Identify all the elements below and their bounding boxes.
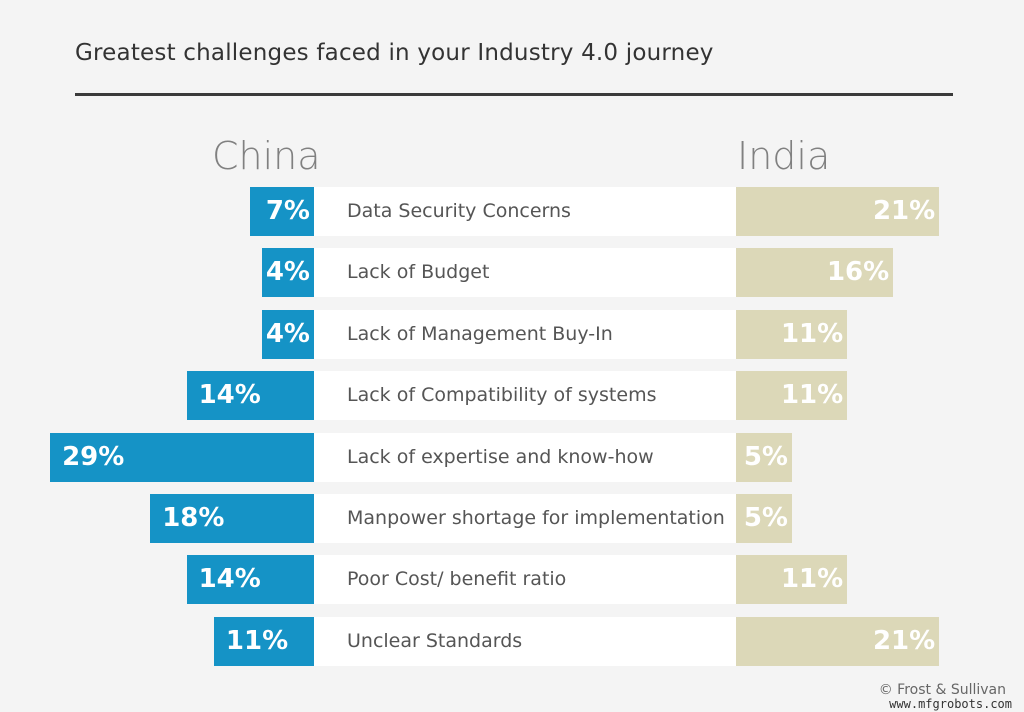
category-label: Unclear Standards	[347, 629, 523, 652]
category-label: Poor Cost/ benefit ratio	[347, 568, 567, 591]
bar-india: 5%	[736, 432, 792, 482]
category-band: Lack of Compatibility of systems	[314, 371, 736, 421]
series-label-china: China	[212, 134, 321, 178]
bar-china: 29%	[50, 432, 314, 482]
bar-india: 11%	[736, 555, 848, 605]
title-divider	[75, 93, 953, 96]
category-band: Manpower shortage for implementation	[314, 494, 736, 543]
category-label: Lack of Compatibility of systems	[347, 384, 657, 407]
bar-china: 7%	[250, 187, 314, 236]
bar-india: 21%	[736, 616, 940, 666]
chart-row: Unclear Standards 11% 21%	[0, 616, 1024, 666]
category-band: Lack of expertise and know-how	[314, 432, 736, 482]
bar-china: 18%	[150, 494, 314, 543]
chart-row: Lack of Budget 4% 16%	[0, 248, 1024, 298]
bar-china: 14%	[186, 371, 314, 421]
bar-india: 16%	[736, 248, 894, 298]
chart-title: Greatest challenges faced in your Indust…	[75, 40, 714, 66]
credit: © Frost & Sullivan	[878, 682, 1006, 698]
chart-row: Manpower shortage for implementation 18% 5…	[0, 494, 1024, 543]
category-label: Lack of Management Buy-In	[347, 322, 613, 345]
category-band: Poor Cost/ benefit ratio	[314, 555, 736, 605]
bar-india: 5%	[736, 494, 792, 543]
bar-china: 11%	[213, 616, 314, 666]
category-label: Manpower shortage for implementation	[347, 507, 725, 529]
chart-row: Lack of expertise and know-how 29% 5%	[0, 432, 1024, 482]
chart-row: Data Security Concerns 7% 21%	[0, 187, 1024, 236]
category-band: Data Security Concerns	[314, 187, 736, 236]
bar-china: 4%	[262, 248, 314, 298]
chart-row: Lack of Management Buy-In 4% 11%	[0, 309, 1024, 359]
category-label: Lack of expertise and know-how	[347, 445, 654, 468]
category-band: Lack of Budget	[314, 248, 736, 298]
bar-china: 14%	[186, 555, 314, 605]
category-label: Data Security Concerns	[347, 200, 571, 222]
category-band: Lack of Management Buy-In	[314, 309, 736, 359]
watermark: www.mfgrobots.com	[889, 697, 1012, 711]
series-label-india: India	[737, 134, 831, 178]
bar-india: 21%	[736, 187, 940, 236]
bar-india: 11%	[736, 371, 848, 421]
category-label: Lack of Budget	[347, 261, 490, 284]
bar-india: 11%	[736, 309, 848, 359]
bar-china: 4%	[262, 309, 314, 359]
chart-row: Lack of Compatibility of systems 14% 11%	[0, 371, 1024, 421]
category-band: Unclear Standards	[314, 616, 736, 666]
chart-row: Poor Cost/ benefit ratio 14% 11%	[0, 555, 1024, 605]
